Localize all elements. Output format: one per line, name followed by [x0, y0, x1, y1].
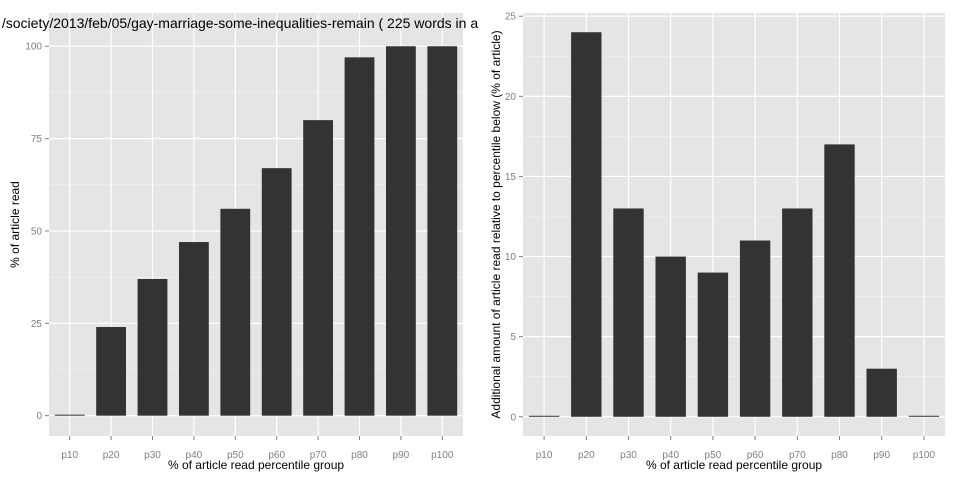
bar-p30: [613, 208, 644, 417]
x-tick-label-p60: p60: [747, 450, 764, 461]
y-tick-label: 15: [505, 172, 517, 183]
bars-right: [528, 32, 940, 417]
bar-p90: [866, 368, 897, 417]
x-tick-label-p50: p50: [227, 450, 244, 461]
bars-left: [54, 46, 458, 416]
bar-p80: [344, 57, 375, 416]
y-tick-label: 25: [505, 12, 517, 23]
x-tick-label-p60: p60: [268, 450, 285, 461]
x-tick-label-p10: p10: [61, 450, 78, 461]
x-tick-label-p90: p90: [873, 450, 890, 461]
x-tick-label-p40: p40: [662, 450, 679, 461]
bar-p90: [385, 46, 416, 416]
x-tick-label-p10: p10: [536, 450, 553, 461]
x-axis-right: p10 p20 p30 p40 p50 p60 p70 p80 p90 p100: [536, 436, 936, 461]
y-tick-label: 10: [505, 252, 517, 263]
y-tick-label: 50: [31, 226, 43, 237]
y-tick-label: 75: [31, 134, 43, 145]
chart-title-left: /society/2013/feb/05/gay-marriage-some-i…: [2, 15, 478, 31]
bar-p80: [824, 144, 855, 417]
bar-p70: [303, 120, 334, 416]
bar-p70: [782, 208, 813, 417]
bar-p30: [137, 278, 168, 416]
x-tick-label-p30: p30: [620, 450, 637, 461]
x-axis-left: p10 p20 p30 p40 p50 p60 p70 p80 p90 p100: [61, 436, 454, 461]
bar-p50: [220, 208, 251, 416]
x-tick-label-p70: p70: [789, 450, 806, 461]
x-axis-label-left: % of article read percentile group: [168, 458, 344, 472]
bar-p20: [571, 32, 602, 417]
y-axis-label-right: Additional amount of article read relati…: [489, 30, 503, 418]
x-tick-label-p70: p70: [310, 450, 327, 461]
bar-p50: [697, 272, 729, 417]
y-tick-label: 0: [36, 411, 42, 422]
bar-p100: [427, 46, 458, 416]
bar-p100: [908, 415, 940, 417]
x-axis-label-right: % of article read percentile group: [646, 458, 822, 472]
y-tick-label: 25: [31, 319, 43, 330]
x-tick-label-p50: p50: [705, 450, 722, 461]
x-tick-label-p100: p100: [431, 450, 454, 461]
x-tick-label-p100: p100: [913, 450, 936, 461]
y-tick-label: 5: [510, 332, 516, 343]
x-tick-label-p80: p80: [831, 450, 848, 461]
x-tick-label-p40: p40: [186, 450, 203, 461]
y-tick-label: 20: [505, 92, 517, 103]
bar-p10: [54, 414, 85, 416]
x-tick-label-p90: p90: [393, 450, 410, 461]
bar-p40: [655, 256, 686, 417]
bar-p60: [261, 168, 292, 416]
x-tick-label-p20: p20: [578, 450, 595, 461]
bar-p10: [528, 415, 560, 417]
y-axis-label-left: % of article read: [8, 181, 22, 268]
y-axis-left: 0 25 50 75 100: [25, 42, 49, 422]
y-axis-right: 0 5 10 15 20 25: [505, 12, 523, 423]
y-tick-label: 100: [25, 42, 42, 53]
y-tick-label: 0: [510, 412, 516, 423]
bar-p40: [178, 242, 209, 416]
bar-p20: [96, 327, 127, 416]
x-tick-label-p20: p20: [103, 450, 120, 461]
x-tick-label-p30: p30: [144, 450, 161, 461]
x-tick-label-p80: p80: [351, 450, 368, 461]
bar-p60: [739, 240, 771, 417]
